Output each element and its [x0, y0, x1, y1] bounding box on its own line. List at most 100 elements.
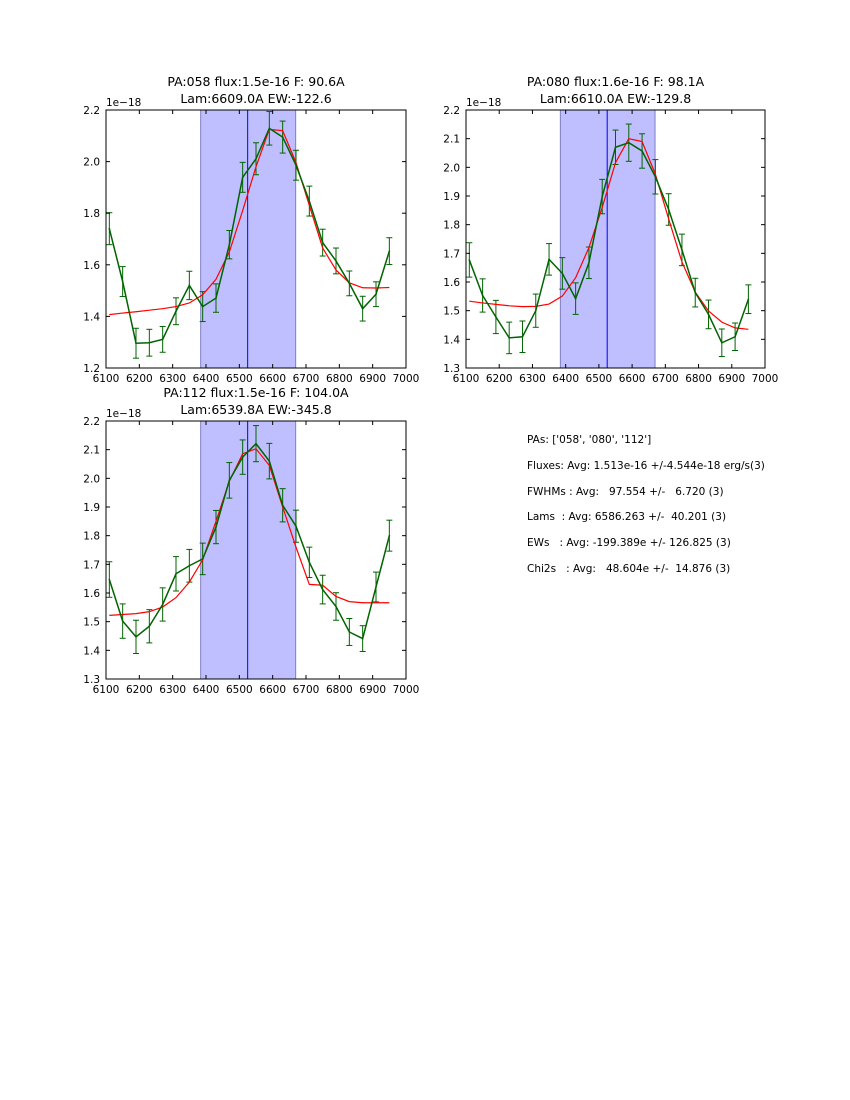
x-tick-label: 6700 [293, 373, 320, 385]
data-point [281, 136, 284, 138]
y-tick-label: 2.1 [83, 445, 100, 457]
data-point [215, 526, 217, 528]
data-point [321, 588, 324, 591]
y-tick-label: 2.2 [83, 105, 100, 117]
data-point [268, 127, 271, 130]
stats-chi2s: Chi2s : Avg: 48.604e +/- 14.876 (3) [527, 562, 731, 575]
data-point [201, 305, 204, 308]
x-tick-label: 6500 [226, 373, 253, 385]
data-point [601, 195, 604, 198]
summary-stats: PAs: ['058', '080', '112'] Fluxes: Avg: … [527, 434, 765, 589]
x-tick-label: 6100 [93, 684, 120, 696]
data-point [654, 175, 657, 178]
y-tick-label: 1.8 [83, 531, 100, 543]
x-tick-label: 7000 [393, 684, 420, 696]
x-tick-label: 6700 [652, 373, 679, 385]
subplot-2: 6100 6200 6300 6400 6500 6600 6700 6800 6900 7000… [443, 74, 778, 385]
y-tick-label: 1.7 [443, 248, 460, 260]
x-tick-label: 6300 [519, 373, 546, 385]
data-point [135, 342, 137, 345]
data-point [574, 297, 577, 300]
y-tick-label: 1.4 [83, 645, 100, 657]
y-tick-label: 1.9 [443, 191, 460, 203]
x-tick-label: 6400 [193, 684, 220, 696]
data-point [681, 249, 683, 251]
data-point [521, 335, 524, 338]
x-tick-label: 6600 [259, 373, 286, 385]
y-tick-label: 1.6 [83, 260, 100, 272]
data-line [468, 141, 750, 344]
y-tick-label: 1.3 [83, 674, 100, 686]
data-point [255, 442, 257, 445]
y-tick-label: 1.5 [83, 617, 100, 629]
x-tick-label: 6100 [93, 373, 120, 385]
fit-line [469, 137, 749, 330]
stats-lams: Lams : Avg: 6586.263 +/- 40.201 (3) [527, 511, 727, 524]
shaded-band [200, 109, 297, 369]
subplot-3: 6100 6200 6300 6400 6500 6600 6700 6800 6900 7000… [83, 385, 419, 696]
y-tick-label: 1.5 [443, 306, 460, 318]
data-point [747, 298, 750, 301]
x-tick-label: 6400 [552, 373, 579, 385]
x-tick-label: 6800 [326, 684, 353, 696]
y-tick-label: 1.4 [443, 334, 460, 346]
data-point [614, 146, 617, 149]
data-point [508, 337, 510, 339]
y-tick-label: 1.4 [83, 311, 100, 323]
x-tick-label: 7000 [393, 373, 420, 385]
chart-title-line-1: PA:112 flux:1.5e-16 F: 104.0A [163, 385, 349, 400]
axes-frame [105, 109, 407, 369]
data-point [161, 603, 164, 606]
x-tick-label: 7000 [752, 373, 779, 385]
y-tick-label: 2.2 [83, 416, 100, 428]
y-tick-label: 1.3 [443, 363, 460, 375]
data-point [388, 534, 391, 537]
y-tick-label: 1.7 [83, 559, 100, 571]
x-tick-label: 6600 [259, 684, 286, 696]
offset-label: 1e−18 [106, 408, 141, 420]
x-tick-label: 6800 [326, 373, 353, 385]
data-point [361, 637, 364, 640]
data-point [481, 294, 484, 297]
stats-fluxes: Fluxes: Avg: 1.513e-16 +/-4.544e-18 erg/… [527, 459, 765, 472]
data-point [308, 200, 311, 202]
chart-title-line-2: Lam:6610.0A EW:-129.8 [540, 91, 691, 106]
data-point [641, 150, 643, 152]
offset-label: 1e−18 [106, 97, 141, 109]
y-tick-label: 1.6 [443, 277, 460, 289]
data-point [321, 241, 324, 244]
data-point [148, 625, 151, 628]
data-point [108, 227, 111, 230]
data-point [588, 261, 590, 264]
y-tick-label: 2.1 [443, 134, 460, 146]
data-point [734, 335, 736, 338]
data-point [295, 525, 297, 528]
x-tick-label: 6500 [586, 373, 613, 385]
data-point [228, 479, 231, 482]
y-tick-label: 2.0 [83, 157, 100, 169]
axes-frame [105, 420, 407, 680]
x-tick-label: 6700 [293, 684, 320, 696]
data-point [161, 338, 164, 341]
x-tick-label: 6200 [126, 373, 153, 385]
x-tick-label: 6300 [159, 373, 186, 385]
x-tick-label: 6900 [359, 684, 386, 696]
data-line [108, 127, 391, 345]
data-point [627, 141, 630, 144]
x-tick-label: 6200 [126, 684, 153, 696]
data-point [241, 176, 244, 179]
data-point [215, 297, 217, 299]
data-point [268, 460, 271, 462]
data-point [361, 307, 364, 310]
data-point [201, 558, 204, 560]
data-point [135, 636, 137, 638]
data-point [121, 280, 124, 283]
stats-ews: EWs : Avg: -199.389e +/- 126.825 (3) [527, 537, 731, 550]
data-point [375, 586, 377, 588]
data-point [694, 291, 697, 294]
data-point [548, 258, 550, 261]
stats-pas: PAs: ['058', '080', '112'] [527, 434, 652, 446]
x-tick-label: 6800 [685, 373, 712, 385]
data-point [534, 309, 537, 312]
chart-title-line-1: PA:058 flux:1.5e-16 F: 90.6A [167, 74, 345, 89]
